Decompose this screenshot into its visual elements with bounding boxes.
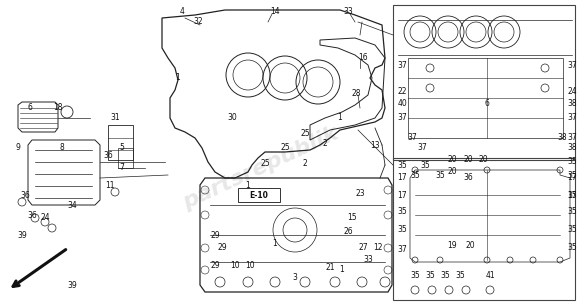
Text: 23: 23 [355,188,365,198]
Bar [393,158,575,300]
Text: 2: 2 [303,159,307,167]
Text: 36: 36 [103,150,113,160]
Text: 37: 37 [397,113,407,123]
Text: 36: 36 [463,174,473,182]
Text: 26: 26 [343,228,353,236]
Text: 29: 29 [217,243,227,253]
Text: 19: 19 [447,241,457,249]
Text: 35: 35 [435,170,445,180]
Text: 8: 8 [60,143,64,152]
Text: 33: 33 [343,8,353,16]
Text: 35: 35 [567,157,577,167]
Text: 36: 36 [27,210,37,220]
Text: 35: 35 [420,160,430,170]
Text: 22: 22 [397,88,407,96]
Text: 9: 9 [16,143,20,152]
Text: 10: 10 [245,260,255,270]
Text: 35: 35 [425,271,435,279]
Text: 16: 16 [358,53,368,63]
Text: 1: 1 [175,74,181,82]
Text: 37: 37 [567,134,577,142]
Text: 29: 29 [210,231,220,239]
Text: 24: 24 [40,214,50,223]
Text: 20: 20 [447,156,457,164]
Text: 15: 15 [347,214,357,223]
Text: 14: 14 [270,8,280,16]
Text: 21: 21 [325,264,335,272]
Text: 40: 40 [397,99,407,107]
Text: 1: 1 [245,181,250,189]
Text: 10: 10 [230,260,240,270]
Text: 35: 35 [397,225,407,235]
Text: 7: 7 [119,163,124,173]
Text: E-10: E-10 [250,192,269,200]
Text: 2: 2 [323,138,327,148]
Text: 28: 28 [351,88,361,98]
Text: 17: 17 [567,191,577,199]
Text: 32: 32 [193,17,203,27]
Text: 33: 33 [363,256,373,264]
Text: 35: 35 [567,170,577,180]
Text: 35: 35 [455,271,465,279]
Bar [393,5,575,160]
Text: 13: 13 [370,141,380,149]
Text: 25: 25 [280,143,290,152]
Text: 29: 29 [210,260,220,270]
Text: 35: 35 [567,243,577,253]
Text: 18: 18 [53,103,63,113]
Text: 35: 35 [397,160,407,170]
Text: 35: 35 [410,170,420,180]
Text: 39: 39 [17,231,27,239]
Text: 38: 38 [567,99,577,107]
Text: 20: 20 [465,241,475,249]
Text: 6: 6 [28,103,32,113]
Text: 35: 35 [567,207,577,217]
Text: 30: 30 [227,113,237,123]
Text: 17: 17 [397,174,407,182]
Text: 5: 5 [119,143,124,152]
Text: 37: 37 [567,60,577,70]
Text: 17: 17 [397,191,407,199]
Text: 38: 38 [567,143,577,152]
Text: 31: 31 [110,113,120,123]
Text: 35: 35 [410,271,420,279]
Text: 37: 37 [417,143,427,152]
Bar [408,58,563,138]
Text: 35: 35 [397,207,407,217]
Text: 12: 12 [373,243,383,253]
Text: 36: 36 [20,191,30,199]
Text: 38: 38 [557,134,567,142]
Text: 35: 35 [567,191,577,199]
Bar [118,148,133,168]
Text: 1: 1 [338,113,342,123]
Text: 6: 6 [485,99,489,107]
Text: 37: 37 [567,113,577,123]
Text: 41: 41 [485,271,495,279]
Text: 20: 20 [447,167,457,177]
Text: 1: 1 [273,239,277,247]
Text: 20: 20 [478,156,488,164]
Bar [108,125,133,160]
Bar [238,188,280,202]
Text: 4: 4 [179,8,185,16]
Text: 25: 25 [300,128,310,138]
Text: 39: 39 [67,281,77,289]
Text: 3: 3 [292,274,298,282]
Text: 27: 27 [358,243,368,253]
Text: 1: 1 [340,265,345,275]
Text: 37: 37 [407,134,417,142]
Text: 35: 35 [567,225,577,235]
Text: 20: 20 [463,156,473,164]
Text: 17: 17 [567,174,577,182]
Text: 25: 25 [260,159,270,167]
Text: 37: 37 [397,60,407,70]
Text: 35: 35 [440,271,450,279]
Text: 34: 34 [67,200,77,210]
Text: 37: 37 [397,246,407,254]
Text: partsrepublik: partsrepublik [179,123,342,213]
Text: 11: 11 [105,181,115,189]
Text: 24: 24 [567,88,577,96]
